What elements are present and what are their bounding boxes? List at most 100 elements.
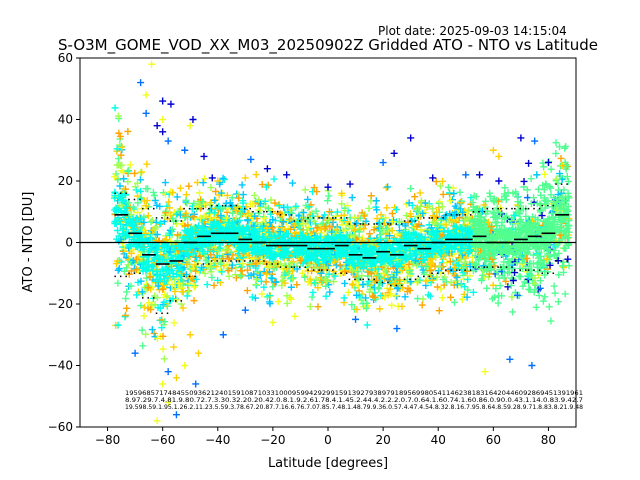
scatter-point [129,236,137,244]
scatter-point [199,179,207,187]
scatter-point [159,332,167,340]
scatter-point [153,294,161,302]
scatter-point [159,345,167,353]
scatter-point [127,249,135,257]
scatter-point [168,267,176,275]
scatter-point [198,229,206,237]
scatter-point [168,242,176,250]
scatter-point [138,326,146,334]
scatter-point [112,207,120,215]
scatter-point [215,202,223,210]
scatter-point [138,288,146,296]
scatter-point [160,355,168,363]
scatter-point [151,196,159,204]
scatter-point [191,261,199,269]
scatter-point [173,193,181,201]
scatter-point [236,216,244,224]
scatter-point [207,184,215,192]
scatter-point [185,287,193,295]
scatter-point [144,212,152,220]
bin-stats-counts: 1959685717484550936212401591087103310009… [125,390,583,397]
y-tick-label: 40 [58,113,73,127]
scatter-point [190,199,198,207]
scatter-point [113,204,121,212]
scatter-point [144,284,152,292]
scatter-point [148,217,156,225]
y-tick-label: 0 [65,236,73,250]
scatter-point [133,291,141,299]
scatter-point [176,242,184,250]
scatter-point [161,278,169,286]
scatter-point [208,273,216,281]
scatter-point [183,260,191,268]
scatter-point [166,248,174,256]
scatter-point [140,259,148,267]
scatter-point [186,274,194,282]
scatter-point [203,281,211,289]
scatter-point [169,189,177,197]
y-tick-label: 20 [58,174,73,188]
scatter-point [142,330,150,338]
plot-date: Plot date: 2025-09-03 14:15:04 [378,24,567,38]
scatter-point [235,194,243,202]
scatter-point [142,202,150,210]
scatter-point [156,202,164,210]
scatter-point [165,198,173,206]
scatter-point [127,282,135,290]
scatter-point [147,306,155,314]
scatter-point [232,206,240,214]
scatter-point [125,233,133,241]
scatter-point [144,185,152,193]
scatter-point [216,266,224,274]
scatter-point [210,281,218,289]
scatter-point [134,209,142,217]
scatter-point [146,273,154,281]
y-axis-label: ATO - NTO [DU] [21,192,36,293]
scatter-point [210,219,218,227]
scatter-point [196,266,204,274]
scatter-point [221,203,229,211]
bin-statistics-text: 1959685717484550936212401591087103310009… [125,390,583,411]
scatter-point [191,281,199,289]
scatter-point [133,230,141,238]
scatter-point [170,319,178,327]
scatter-point [133,179,141,187]
scatter-point [196,201,204,209]
scatter-point [169,295,177,303]
scatter-point [131,169,139,177]
scatter-point [165,204,173,212]
scatter-point [124,199,132,207]
scatter-point [179,234,187,242]
scatter-point [114,257,122,265]
scatter-point [185,182,193,190]
scatter-point [176,251,184,259]
x-tick-label: 0 [324,433,332,447]
x-tick-label: −80 [95,433,120,447]
scatter-point [143,160,151,168]
scatter-point [178,288,186,296]
scatter-point [167,237,175,245]
scatter-point [168,281,176,289]
scatter-point [113,145,121,153]
scatter-point [192,267,200,275]
scatter-point [182,271,190,279]
scatter-point [118,167,126,175]
scatter-point [124,127,132,135]
scatter-point [185,280,193,288]
scatter-point [200,175,208,183]
scatter-point [211,215,219,223]
scatter-point [192,275,200,283]
scatter-point [113,161,121,169]
scatter-point [130,224,138,232]
scatter-point [214,276,222,284]
scatter-point [148,326,156,334]
scatter-point [239,199,247,207]
scatter-point [140,312,148,320]
scatter-point [193,240,201,248]
scatter-point [111,104,119,112]
scatter-point [228,261,236,269]
scatter-point [183,200,191,208]
scatter-point [174,231,182,239]
scatter-clouds [111,60,573,425]
